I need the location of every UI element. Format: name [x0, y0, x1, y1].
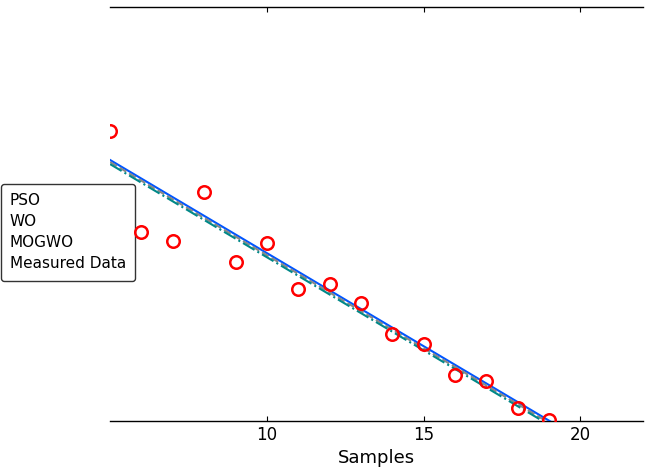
Measured Data: [169, 238, 177, 244]
Line: PSO: PSO: [110, 160, 650, 474]
MOGWO: [514, 403, 521, 409]
WO: [200, 215, 208, 221]
Measured Data: [294, 286, 302, 292]
Measured Data: [514, 405, 521, 411]
WO: [138, 178, 146, 183]
WO: [482, 383, 490, 388]
MOGWO: [138, 180, 146, 186]
Legend: PSO, WO, MOGWO, Measured Data: PSO, WO, MOGWO, Measured Data: [1, 184, 135, 281]
Measured Data: [200, 189, 208, 195]
WO: [294, 271, 302, 277]
PSO: [357, 306, 365, 312]
MOGWO: [357, 310, 365, 316]
PSO: [106, 157, 114, 163]
Measured Data: [577, 442, 584, 447]
MOGWO: [577, 440, 584, 446]
PSO: [577, 437, 584, 442]
WO: [577, 438, 584, 444]
MOGWO: [200, 217, 208, 223]
WO: [608, 457, 616, 463]
MOGWO: [294, 273, 302, 279]
Line: Measured Data: Measured Data: [104, 125, 650, 474]
PSO: [263, 250, 271, 256]
PSO: [451, 362, 459, 368]
MOGWO: [451, 366, 459, 372]
PSO: [200, 213, 208, 219]
PSO: [138, 176, 146, 182]
PSO: [388, 325, 396, 330]
PSO: [482, 381, 490, 386]
WO: [263, 252, 271, 258]
Measured Data: [326, 281, 333, 287]
PSO: [420, 343, 428, 349]
WO: [514, 401, 521, 407]
WO: [357, 308, 365, 314]
PSO: [545, 418, 553, 423]
MOGWO: [388, 329, 396, 335]
PSO: [326, 288, 333, 293]
WO: [106, 159, 114, 165]
Measured Data: [608, 455, 616, 461]
Measured Data: [451, 372, 459, 378]
MOGWO: [482, 385, 490, 391]
Line: WO: WO: [110, 162, 650, 474]
PSO: [514, 399, 521, 405]
WO: [231, 234, 239, 239]
Measured Data: [231, 260, 239, 265]
Measured Data: [263, 240, 271, 246]
PSO: [294, 269, 302, 274]
WO: [420, 346, 428, 351]
MOGWO: [106, 161, 114, 167]
MOGWO: [231, 236, 239, 241]
MOGWO: [608, 459, 616, 465]
Measured Data: [106, 128, 114, 134]
MOGWO: [420, 347, 428, 353]
X-axis label: Samples: Samples: [338, 449, 415, 467]
MOGWO: [326, 292, 333, 297]
MOGWO: [545, 422, 553, 428]
Measured Data: [420, 341, 428, 347]
Measured Data: [545, 417, 553, 422]
WO: [169, 196, 177, 202]
Measured Data: [357, 300, 365, 306]
PSO: [169, 194, 177, 200]
WO: [326, 290, 333, 295]
PSO: [231, 232, 239, 237]
WO: [451, 364, 459, 370]
Measured Data: [388, 331, 396, 337]
WO: [545, 420, 553, 426]
WO: [388, 327, 396, 332]
PSO: [608, 455, 616, 461]
Line: MOGWO: MOGWO: [110, 164, 650, 474]
Measured Data: [138, 229, 146, 235]
MOGWO: [263, 255, 271, 260]
Measured Data: [482, 379, 490, 384]
MOGWO: [169, 199, 177, 204]
